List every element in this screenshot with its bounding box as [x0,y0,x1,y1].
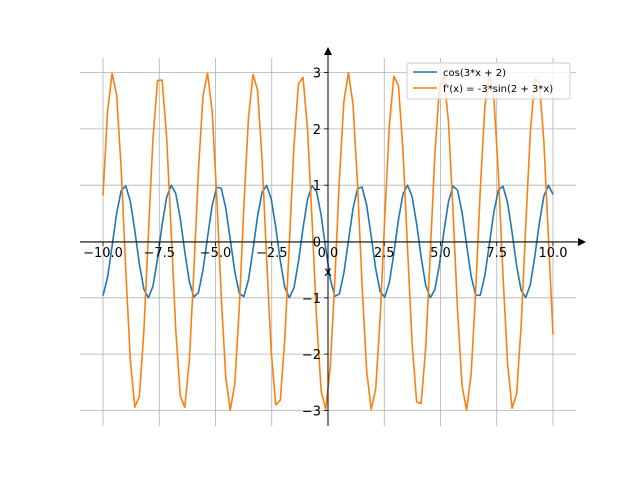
y-tick-label-5: 2 [313,123,321,138]
x-tick-label-5: 2.5 [374,246,395,261]
x-tick-label-8: 10.0 [539,246,568,261]
legend: cos(3*x + 2) f'(x) = -3*sin(2 + 3*x) [406,62,571,100]
legend-label-series-1: cos(3*x + 2) [443,68,506,79]
x-tick-label-7: 7.5 [486,246,507,261]
y-tick-label-0: −3 [302,404,321,419]
legend-frame [406,62,571,100]
y-tick-label-2: −1 [302,292,321,307]
x-tick-label-1: −7.5 [143,246,175,261]
y-tick-label-6: 3 [313,67,321,82]
legend-label-series-2: f'(x) = -3*sin(2 + 3*x) [443,84,553,95]
y-tick-label-1: −2 [302,348,321,363]
x-tick-label-4: 0.0 [318,246,339,261]
y-axis-arrow-icon [324,47,332,55]
x-axis-arrow-icon [578,238,586,246]
x-tick-label-6: 5.0 [430,246,451,261]
y-tick-label-3: 0 [313,236,321,251]
x-tick-label-0: −10.0 [83,246,123,261]
y-tick-label-4: 1 [313,179,321,194]
x-axis-label: x [324,265,332,280]
axes [80,47,586,426]
x-tick-label-3: −2.5 [256,246,288,261]
tick-labels: −10.0 −7.5 −5.0 −2.5 0.0 2.5 5.0 7.5 10.0 −3 −2 −1 0… [83,67,567,420]
x-tick-label-2: −5.0 [200,246,232,261]
